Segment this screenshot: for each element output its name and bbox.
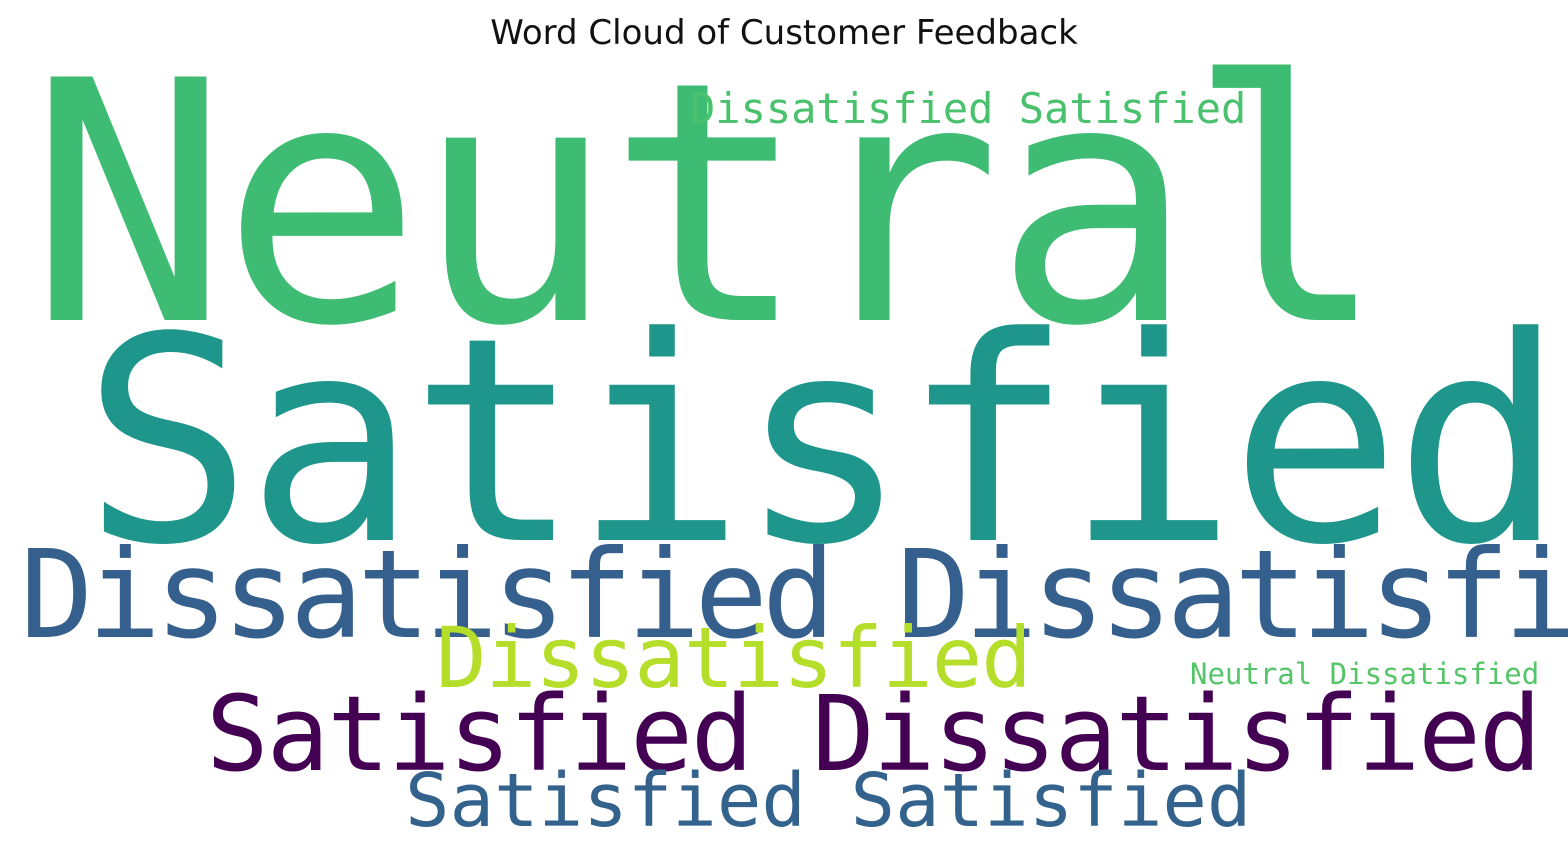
chart-title: Word Cloud of Customer Feedback (490, 13, 1078, 53)
word-dissatisfied: Dissatisfied (436, 609, 1032, 707)
word-dissatisfied-dissatisfied: Dissatisfied Dissatisfied (20, 524, 1568, 666)
word-satisfied-dissatisfied: Satisfied Dissatisfied (206, 673, 1541, 795)
word-neutral: Neutral (28, 10, 1388, 399)
word-dissatisfied-satisfied: Dissatisfied Satisfied (690, 84, 1247, 133)
word-satisfied: Satisfied (82, 276, 1565, 607)
word-neutral-dissatisfied: Neutral Dissatisfied (1190, 657, 1540, 691)
word-satisfied-satisfied: Satisfied Satisfied (405, 758, 1252, 844)
